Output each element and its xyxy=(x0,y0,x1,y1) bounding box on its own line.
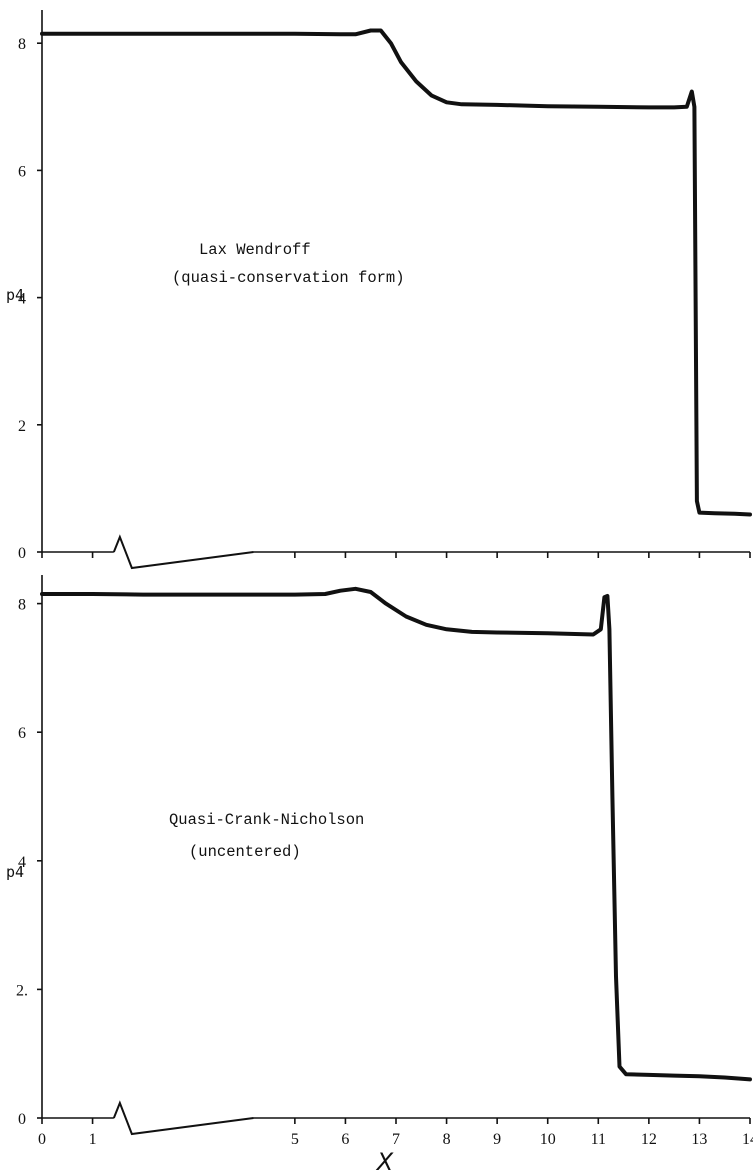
bottom-x-tick-label: 12 xyxy=(641,1131,657,1148)
top-annotation-line: (quasi-conservation form) xyxy=(172,269,405,287)
bottom-x-axis-label: X xyxy=(375,1148,394,1171)
top-y-tick-label: 2 xyxy=(18,418,26,435)
bottom-x-tick-label: 11 xyxy=(591,1131,606,1148)
bottom-annotation-line: (uncentered) xyxy=(189,843,301,861)
top-y-tick-label: 6 xyxy=(18,163,26,180)
bottom-series-line xyxy=(40,586,752,1082)
bottom-y-axis-label: p4 xyxy=(6,863,24,881)
bottom-x-tick-label: 13 xyxy=(691,1131,707,1148)
top-chart-panel: 0 2 4 6 8 p4 Lax Wendroff (quasi-conservation f… xyxy=(6,10,752,570)
bottom-y-tick-label: 8 xyxy=(18,597,26,614)
top-annotation-line: Lax Wendroff xyxy=(199,241,311,259)
bottom-x-tick-label: 5 xyxy=(291,1131,299,1148)
bottom-x-tick-label: 1 xyxy=(89,1131,97,1148)
top-y-tick-label: 4 xyxy=(18,291,26,308)
top-y-tick-label: 0 xyxy=(18,545,26,562)
top-y-tick-label: 8 xyxy=(18,36,26,53)
bottom-x-tick-label: 6 xyxy=(341,1131,349,1148)
bottom-y-tick-label: 0 xyxy=(18,1111,26,1128)
top-series-line xyxy=(40,28,752,517)
bottom-chart-panel: 0 2. 4 6 8 p4 0 1 5 6 7 8 9 10 11 12 13 14 X Quasi-Crank-Ni… xyxy=(6,575,753,1171)
bottom-x-tick-label: 7 xyxy=(392,1131,400,1148)
bottom-x-tick-label: 8 xyxy=(443,1131,451,1148)
bottom-axis-break-symbol xyxy=(112,1100,254,1136)
top-axis-break-symbol xyxy=(112,534,254,570)
bottom-y-tick-label: 2. xyxy=(16,982,28,999)
bottom-y-tick-label: 4 xyxy=(18,854,26,871)
top-y-axis-label: p4 xyxy=(6,286,24,304)
bottom-x-tick-label: 14 xyxy=(742,1131,753,1148)
bottom-x-tick-label: 0 xyxy=(38,1131,46,1148)
bottom-x-tick-label: 9 xyxy=(493,1131,501,1148)
bottom-y-tick-label: 6 xyxy=(18,725,26,742)
bottom-annotation-line: Quasi-Crank-Nicholson xyxy=(169,811,364,829)
bottom-x-tick-label: 10 xyxy=(540,1131,556,1148)
